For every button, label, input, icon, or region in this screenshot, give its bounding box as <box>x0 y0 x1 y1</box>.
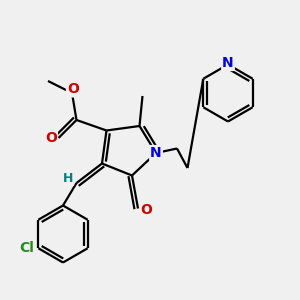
Text: H: H <box>63 172 73 185</box>
Text: N: N <box>150 146 162 160</box>
Text: N: N <box>222 56 234 70</box>
Text: O: O <box>45 131 57 145</box>
Text: Cl: Cl <box>19 241 34 255</box>
Text: O: O <box>67 82 79 96</box>
Text: O: O <box>140 203 152 217</box>
